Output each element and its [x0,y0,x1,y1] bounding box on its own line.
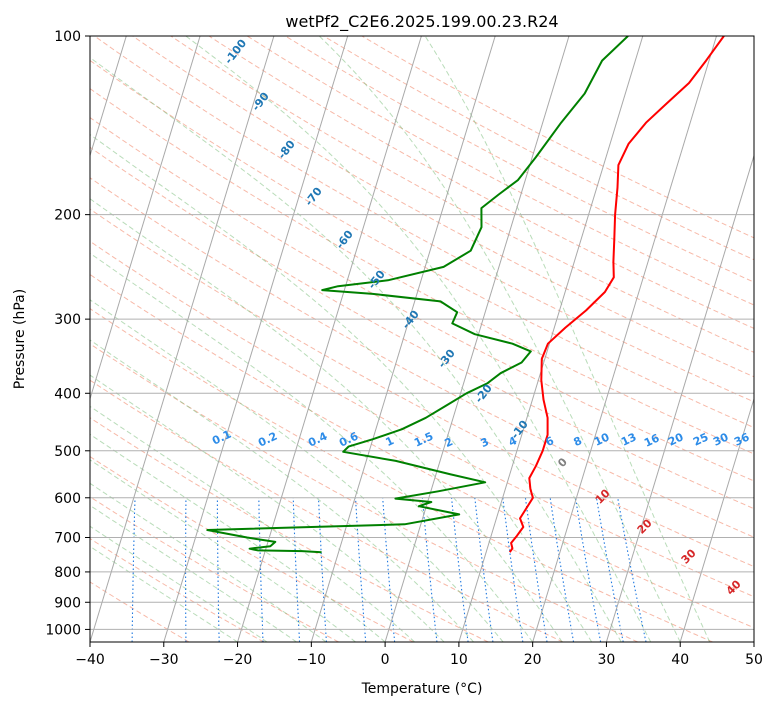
moist-adiabat-line [90,405,415,642]
moist-adiabat-line [318,36,681,642]
y-tick-label: 500 [54,444,81,460]
dry-adiabat-line [90,116,754,482]
dry-adiabat-line [90,88,754,455]
isotherm-line [679,397,754,642]
y-tick-label: 1000 [45,622,81,638]
mixing-ratio-label: 10 [592,430,612,448]
x-tick-label: 50 [745,652,763,668]
y-axis-label: Pressure (hPa) [12,289,28,389]
x-tick-label: −40 [75,652,105,668]
dry-adiabat-line [90,240,754,598]
mixing-ratio-label: 30 [711,430,731,448]
mixing-ratio-label: 16 [642,431,662,449]
series-layer [206,36,725,554]
moist-adiabat-line [90,339,474,642]
x-tick-label: 40 [671,652,689,668]
dry-adiabat-line [90,581,190,642]
moist-adiabat-line [185,36,652,642]
moist-adiabat-line [424,36,711,642]
temperature-line [508,36,725,553]
dry-adiabat-line [90,308,713,642]
isotherm-line [605,153,754,642]
dry-adiabat-line [90,177,754,538]
moist-adiabat-line [90,504,297,642]
isotherm-line [90,36,201,401]
mixing-ratio-line [617,497,647,642]
x-axis-label: Temperature (°C) [361,681,483,697]
isotherm-line [163,36,349,642]
isotherm-line [90,36,275,642]
moist-adiabat-line [90,459,356,642]
moist-adiabat-line [90,433,386,642]
mixing-ratio-label: 25 [691,430,710,448]
isotherm-line [753,640,754,642]
dry-adiabat-line [90,496,339,642]
x-tick-label: 30 [598,652,616,668]
x-tick-label: 10 [450,652,468,668]
y-tick-label: 300 [54,312,81,328]
dry-adiabat-line [246,36,754,306]
chart-title: wetPf2_C2E6.2025.199.00.23.R24 [285,12,558,32]
x-tick-label: −20 [223,652,253,668]
x-tick-label: −30 [149,652,179,668]
moist-adiabat-line [90,482,327,642]
x-tick-label: 0 [381,652,390,668]
plot-frame [89,35,755,643]
mixing-ratio-label: 20 [666,430,686,448]
dry-adiabat-line [90,379,564,642]
dry-adiabat-line [90,208,754,568]
dry-adiabat-line [90,273,754,629]
x-tick-label: −10 [297,652,327,668]
dry-adiabat-line [90,343,639,642]
grid-layer [82,36,754,642]
y-tick-label: 100 [54,29,81,45]
plot-area [90,36,754,642]
y-tick-label: 600 [54,491,81,507]
dry-adiabat-line [284,36,754,283]
mixing-ratio-label: 13 [619,430,638,448]
isotherm-line [458,36,644,642]
moist-adiabat-line [90,525,268,642]
y-tick-label: 200 [54,208,81,224]
isotherm-line [384,36,570,642]
x-tick-label: 20 [524,652,542,668]
dry-adiabat-line [90,146,754,510]
mixing-ratio-line [82,498,88,642]
dewpoint-line [206,36,629,554]
y-tick-label: 900 [54,595,81,611]
dry-adiabat-line [90,417,489,642]
isotherm-line [310,36,496,642]
y-tick-label: 700 [54,531,81,547]
moist-adiabat-line [90,133,593,642]
axes-layer: −40 −30 −20 −10 0 10 20 30 40 50 100 200 300 400 500 60… [45,29,763,668]
moist-adiabat-line [90,198,563,642]
mixing-ratio-label: 36 [732,430,752,448]
isotherm-line [532,36,717,642]
dry-adiabat-line [90,59,754,429]
y-tick-label: 800 [54,565,81,581]
dry-adiabat-line [208,36,754,329]
moist-adiabat-line [90,299,504,642]
y-tick-label: 400 [54,386,81,402]
moist-adiabat-line [90,252,534,642]
isotherm-line [90,36,127,158]
